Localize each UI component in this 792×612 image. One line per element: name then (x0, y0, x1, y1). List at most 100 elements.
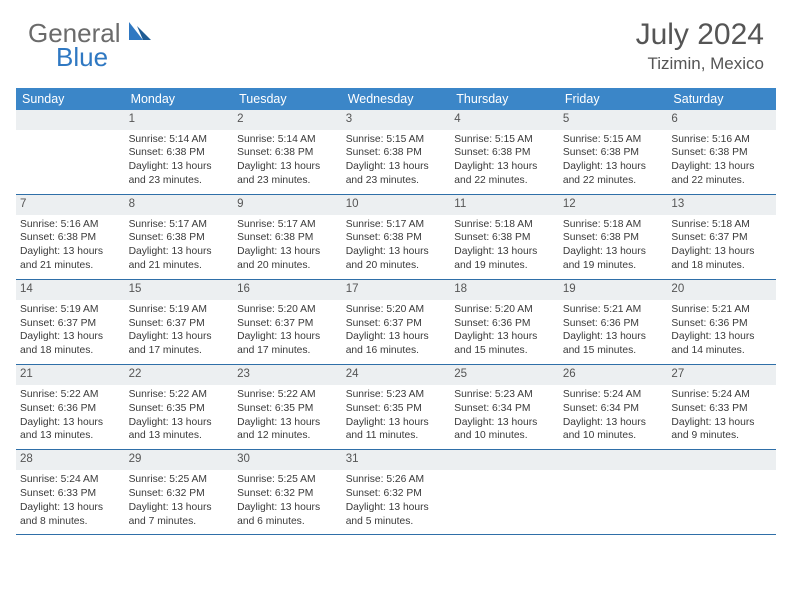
sunset-text: Sunset: 6:37 PM (346, 317, 447, 331)
daylight-text: Daylight: 13 hours (346, 501, 447, 515)
daylight-text: Daylight: 13 hours (20, 330, 121, 344)
daylight-text: and 16 minutes. (346, 344, 447, 358)
day-number: 21 (16, 365, 125, 385)
sunrise-text: Sunrise: 5:24 AM (20, 473, 121, 487)
daylight-text: and 13 minutes. (20, 429, 121, 443)
daylight-text: and 15 minutes. (454, 344, 555, 358)
day-cell: 12Sunrise: 5:18 AMSunset: 6:38 PMDayligh… (559, 195, 668, 279)
sunrise-text: Sunrise: 5:22 AM (237, 388, 338, 402)
day-number: 6 (667, 110, 776, 130)
sunrise-text: Sunrise: 5:26 AM (346, 473, 447, 487)
sunset-text: Sunset: 6:38 PM (346, 146, 447, 160)
day-number: 3 (342, 110, 451, 130)
sunrise-text: Sunrise: 5:22 AM (129, 388, 230, 402)
daylight-text: and 10 minutes. (563, 429, 664, 443)
daylight-text: and 18 minutes. (20, 344, 121, 358)
day-number: 30 (233, 450, 342, 470)
day-number: 2 (233, 110, 342, 130)
sunset-text: Sunset: 6:32 PM (129, 487, 230, 501)
sunrise-text: Sunrise: 5:17 AM (129, 218, 230, 232)
day-number: 25 (450, 365, 559, 385)
sunset-text: Sunset: 6:38 PM (129, 146, 230, 160)
daylight-text: and 12 minutes. (237, 429, 338, 443)
sunrise-text: Sunrise: 5:23 AM (346, 388, 447, 402)
daylight-text: Daylight: 13 hours (20, 245, 121, 259)
day-cell: 28Sunrise: 5:24 AMSunset: 6:33 PMDayligh… (16, 450, 125, 534)
daylight-text: and 14 minutes. (671, 344, 772, 358)
sunset-text: Sunset: 6:38 PM (237, 146, 338, 160)
weekday-header: Friday (559, 88, 668, 110)
day-cell: 23Sunrise: 5:22 AMSunset: 6:35 PMDayligh… (233, 365, 342, 449)
sunrise-text: Sunrise: 5:24 AM (671, 388, 772, 402)
sunset-text: Sunset: 6:36 PM (454, 317, 555, 331)
day-cell: 24Sunrise: 5:23 AMSunset: 6:35 PMDayligh… (342, 365, 451, 449)
daylight-text: Daylight: 13 hours (454, 416, 555, 430)
day-number: 16 (233, 280, 342, 300)
sunrise-text: Sunrise: 5:23 AM (454, 388, 555, 402)
weekday-header: Tuesday (233, 88, 342, 110)
daylight-text: and 23 minutes. (237, 174, 338, 188)
logo: General Blue (28, 18, 155, 49)
sunset-text: Sunset: 6:36 PM (671, 317, 772, 331)
weekday-header-row: Sunday Monday Tuesday Wednesday Thursday… (16, 88, 776, 110)
day-cell: 4Sunrise: 5:15 AMSunset: 6:38 PMDaylight… (450, 110, 559, 194)
sunset-text: Sunset: 6:35 PM (346, 402, 447, 416)
sunrise-text: Sunrise: 5:18 AM (563, 218, 664, 232)
day-cell: 27Sunrise: 5:24 AMSunset: 6:33 PMDayligh… (667, 365, 776, 449)
sunset-text: Sunset: 6:34 PM (563, 402, 664, 416)
sunrise-text: Sunrise: 5:20 AM (346, 303, 447, 317)
logo-text-blue: Blue (56, 42, 108, 73)
logo-sail-icon (127, 20, 153, 47)
daylight-text: and 19 minutes. (563, 259, 664, 273)
day-number: 9 (233, 195, 342, 215)
calendar: Sunday Monday Tuesday Wednesday Thursday… (16, 88, 776, 535)
daylight-text: and 21 minutes. (20, 259, 121, 273)
weekday-header: Wednesday (342, 88, 451, 110)
week-row: 14Sunrise: 5:19 AMSunset: 6:37 PMDayligh… (16, 280, 776, 365)
sunset-text: Sunset: 6:36 PM (563, 317, 664, 331)
daylight-text: Daylight: 13 hours (129, 416, 230, 430)
sunset-text: Sunset: 6:38 PM (346, 231, 447, 245)
daylight-text: and 7 minutes. (129, 515, 230, 529)
sunset-text: Sunset: 6:37 PM (129, 317, 230, 331)
week-row: 21Sunrise: 5:22 AMSunset: 6:36 PMDayligh… (16, 365, 776, 450)
sunset-text: Sunset: 6:38 PM (20, 231, 121, 245)
daylight-text: Daylight: 13 hours (346, 160, 447, 174)
day-cell (450, 450, 559, 534)
daylight-text: Daylight: 13 hours (129, 330, 230, 344)
sunrise-text: Sunrise: 5:22 AM (20, 388, 121, 402)
sunset-text: Sunset: 6:37 PM (237, 317, 338, 331)
weekday-header: Sunday (16, 88, 125, 110)
daylight-text: Daylight: 13 hours (129, 160, 230, 174)
day-number: 12 (559, 195, 668, 215)
sunrise-text: Sunrise: 5:19 AM (129, 303, 230, 317)
sunrise-text: Sunrise: 5:14 AM (129, 133, 230, 147)
sunrise-text: Sunrise: 5:18 AM (671, 218, 772, 232)
sunrise-text: Sunrise: 5:17 AM (346, 218, 447, 232)
sunrise-text: Sunrise: 5:21 AM (671, 303, 772, 317)
day-cell: 5Sunrise: 5:15 AMSunset: 6:38 PMDaylight… (559, 110, 668, 194)
sunset-text: Sunset: 6:38 PM (237, 231, 338, 245)
sunset-text: Sunset: 6:32 PM (346, 487, 447, 501)
sunset-text: Sunset: 6:32 PM (237, 487, 338, 501)
day-number: 14 (16, 280, 125, 300)
daylight-text: and 13 minutes. (129, 429, 230, 443)
sunset-text: Sunset: 6:38 PM (129, 231, 230, 245)
day-number: 20 (667, 280, 776, 300)
sunrise-text: Sunrise: 5:16 AM (20, 218, 121, 232)
day-number: 7 (16, 195, 125, 215)
week-row: 7Sunrise: 5:16 AMSunset: 6:38 PMDaylight… (16, 195, 776, 280)
sunset-text: Sunset: 6:38 PM (671, 146, 772, 160)
daylight-text: and 9 minutes. (671, 429, 772, 443)
day-cell: 16Sunrise: 5:20 AMSunset: 6:37 PMDayligh… (233, 280, 342, 364)
day-cell: 25Sunrise: 5:23 AMSunset: 6:34 PMDayligh… (450, 365, 559, 449)
day-number: 10 (342, 195, 451, 215)
day-number (16, 110, 125, 130)
daylight-text: and 18 minutes. (671, 259, 772, 273)
day-number: 13 (667, 195, 776, 215)
daylight-text: and 15 minutes. (563, 344, 664, 358)
daylight-text: and 10 minutes. (454, 429, 555, 443)
location-label: Tizimin, Mexico (636, 54, 764, 74)
day-cell: 11Sunrise: 5:18 AMSunset: 6:38 PMDayligh… (450, 195, 559, 279)
day-cell: 6Sunrise: 5:16 AMSunset: 6:38 PMDaylight… (667, 110, 776, 194)
